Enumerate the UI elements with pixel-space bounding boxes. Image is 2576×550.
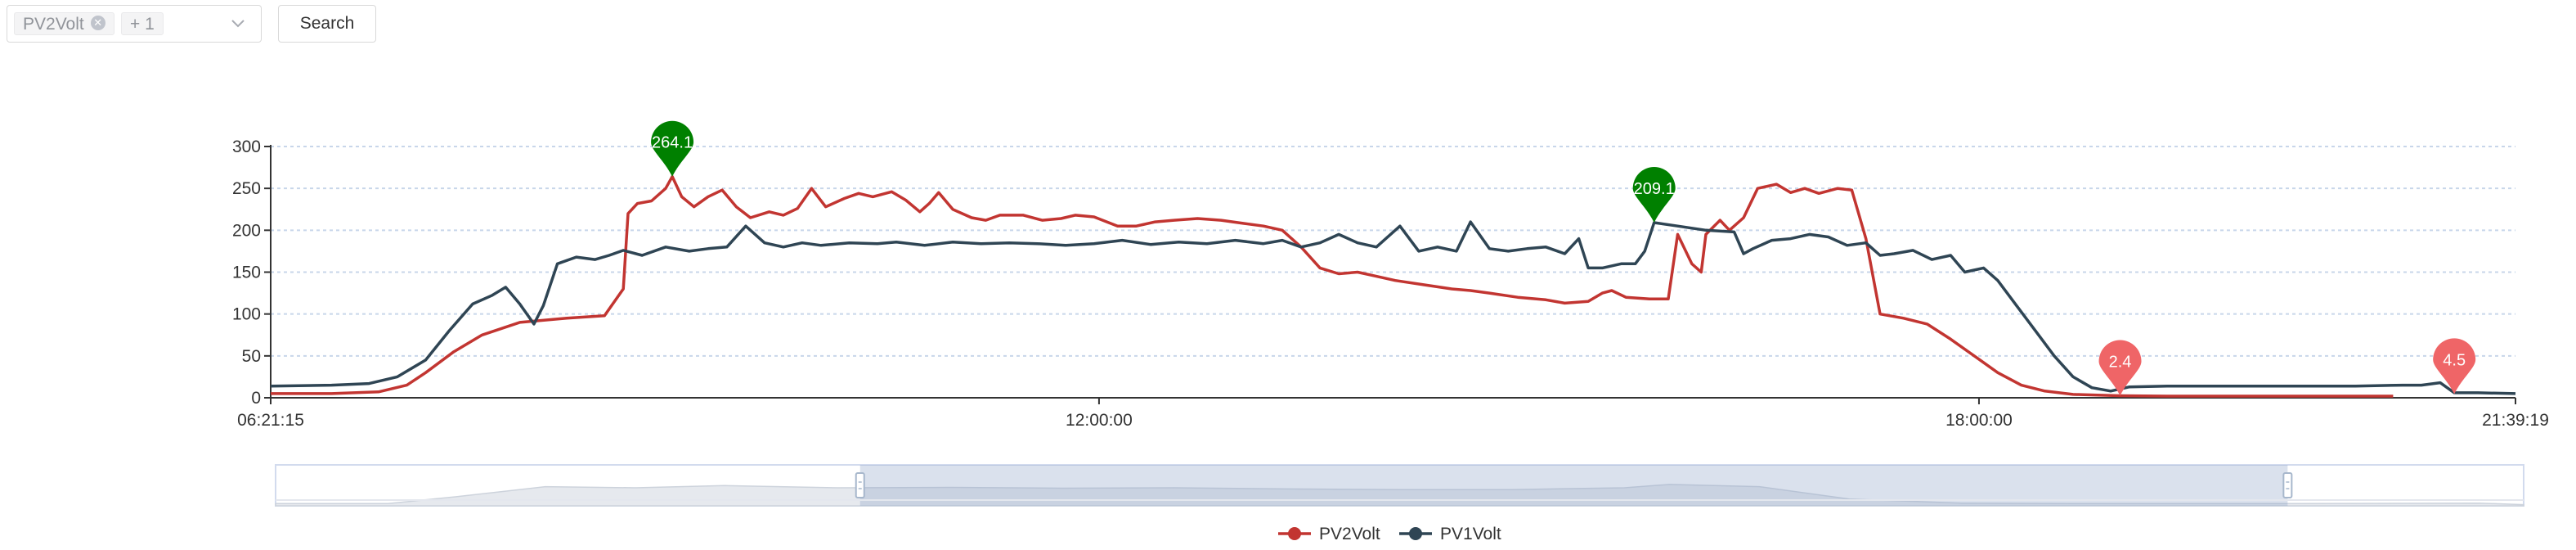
marker-pin-shape <box>1632 167 1676 223</box>
marker-pin-shape <box>2433 338 2476 394</box>
marker-label: 4.5 <box>2443 351 2466 369</box>
legend-item-pv1volt[interactable]: PV1Volt <box>1399 525 1501 543</box>
legend-label: PV1Volt <box>1440 525 1501 543</box>
y-tick-label: 50 <box>242 347 261 366</box>
marker-pin-shape <box>651 120 694 177</box>
x-tick-label: 21:39:19 <box>2482 411 2549 430</box>
y-tick-label: 250 <box>232 179 261 198</box>
y-tick-label: 200 <box>232 221 261 240</box>
legend-swatch-dot <box>1409 527 1422 540</box>
x-tick-label: 12:00:00 <box>1066 411 1133 430</box>
marker-pin-shape <box>2098 340 2142 396</box>
legend-item-pv2volt[interactable]: PV2Volt <box>1278 525 1380 543</box>
grid <box>271 146 2515 357</box>
zoom-handle-grip[interactable] <box>855 472 865 498</box>
marker-pin: 209.1 <box>1632 167 1676 223</box>
series-line-pv2volt <box>271 174 2394 398</box>
zoom-handle-grip[interactable] <box>2282 472 2293 498</box>
toolbar: PV2Volt ✕ + 1 Search <box>7 5 415 46</box>
legend: PV2Volt PV1Volt <box>1278 525 1501 543</box>
legend-label: PV2Volt <box>1319 525 1380 543</box>
legend-swatch-dot <box>1288 527 1301 540</box>
x-tick-label: 06:21:15 <box>237 411 304 430</box>
close-icon[interactable]: ✕ <box>90 16 105 31</box>
marker-pin: 4.5 <box>2433 338 2476 394</box>
zoom-handle-right[interactable] <box>2282 472 2293 498</box>
tag-label: PV2Volt <box>23 15 84 34</box>
zoom-handle-left[interactable] <box>855 472 865 498</box>
search-button[interactable]: Search <box>278 5 376 43</box>
series-select[interactable]: PV2Volt ✕ + 1 <box>7 5 262 43</box>
tag-pv2volt: PV2Volt ✕ <box>14 12 114 35</box>
x-tick-label: 18:00:00 <box>1945 411 2013 430</box>
series-lines <box>270 174 2516 398</box>
marker-label: 2.4 <box>2109 354 2132 372</box>
markers: 264.1 209.1 2.4 4.5 <box>651 120 2476 396</box>
tag-more-count: + 1 <box>121 12 164 35</box>
axes: 300 250 200 150 100 50 0 06:21:15 12:00:00 18:00:… <box>232 138 2549 430</box>
y-tick-label: 150 <box>232 264 261 282</box>
marker-pin: 2.4 <box>2098 340 2142 396</box>
y-tick-label: 100 <box>232 305 261 324</box>
marker-label: 209.1 <box>1634 180 1675 198</box>
y-tick-label: 0 <box>251 389 261 408</box>
chevron-down-icon[interactable] <box>228 14 248 34</box>
series-line-pv1volt <box>270 220 2516 395</box>
marker-label: 264.1 <box>652 134 693 152</box>
zoom-selected-range[interactable] <box>859 465 2288 506</box>
y-tick-label: 300 <box>232 138 261 156</box>
data-zoom-slider[interactable] <box>275 464 2524 507</box>
marker-pin: 264.1 <box>651 120 694 177</box>
